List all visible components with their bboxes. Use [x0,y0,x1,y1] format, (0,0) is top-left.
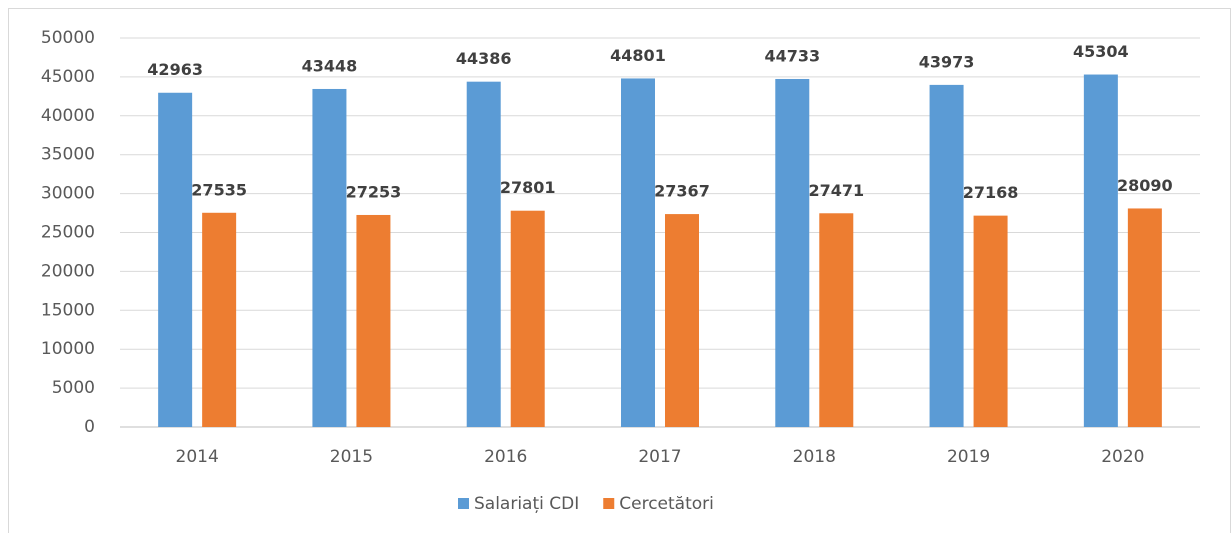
legend-label: Salariați CDI [474,494,579,514]
x-tick-label: 2016 [484,447,527,467]
bar [510,210,545,427]
bar [775,78,810,427]
bar [819,213,854,427]
legend-label: Cercetători [619,494,714,514]
data-label: 44733 [764,46,820,65]
y-tick-label: 10000 [41,339,95,359]
legend-swatch [603,498,615,509]
bar [621,78,655,428]
data-label: 43448 [302,56,358,75]
x-tick-label: 2014 [176,447,219,467]
y-tick-label: 40000 [41,106,95,126]
data-label: 27253 [346,182,402,201]
bar [665,214,699,427]
bar [973,215,1008,427]
data-label: 44801 [610,46,666,65]
data-label: 43973 [919,52,975,71]
data-label: 27535 [191,180,247,199]
bar [312,88,347,428]
data-label: 44386 [456,49,512,68]
bar [158,92,193,427]
y-tick-label: 45000 [41,67,95,87]
x-tick-label: 2015 [330,447,373,467]
x-tick-label: 2018 [793,447,836,467]
data-label: 28090 [1117,176,1173,195]
x-tick-label: 2017 [638,447,681,467]
bar [1127,208,1162,427]
bar [202,212,237,427]
x-tick-label: 2020 [1101,447,1144,467]
data-label: 27801 [500,178,556,197]
x-tick-label: 2019 [947,447,990,467]
data-label: 27471 [808,181,864,200]
y-tick-label: 30000 [41,184,95,204]
y-tick-label: 35000 [41,145,95,165]
y-tick-label: 5000 [52,378,95,398]
y-tick-label: 0 [84,417,95,437]
y-tick-label: 15000 [41,300,95,320]
bar [1083,74,1118,427]
y-tick-label: 20000 [41,261,95,281]
bar [466,81,501,428]
data-label: 45304 [1073,42,1129,61]
bar [356,214,391,427]
legend-swatch [458,498,469,509]
data-label: 27367 [654,182,710,201]
y-tick-label: 25000 [41,223,95,243]
y-tick-label: 50000 [41,28,95,48]
bar [929,84,964,427]
data-label: 42963 [147,60,203,79]
data-label: 27168 [963,183,1019,202]
